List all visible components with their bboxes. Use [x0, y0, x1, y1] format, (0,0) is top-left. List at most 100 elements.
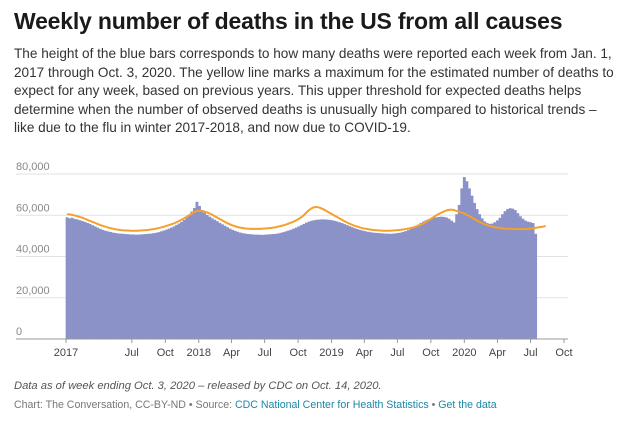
weekly-deaths-bar [218, 222, 222, 339]
weekly-deaths-bar [251, 234, 255, 339]
weekly-deaths-bar [401, 231, 405, 339]
weekly-deaths-bar [437, 216, 441, 339]
get-data-link[interactable]: Get the data [438, 399, 497, 411]
weekly-deaths-bar [177, 223, 181, 339]
weekly-deaths-bar [389, 233, 392, 339]
weekly-deaths-bar [394, 233, 398, 339]
weekly-deaths-bar [427, 219, 431, 339]
weekly-deaths-bar [200, 210, 204, 339]
weekly-deaths-bar [521, 218, 525, 339]
weekly-deaths-bar [170, 227, 173, 339]
weekly-deaths-bar [111, 232, 115, 339]
weekly-deaths-bar [126, 234, 130, 339]
weekly-deaths-bar [422, 221, 426, 339]
x-tick-label: Oct [157, 347, 174, 359]
x-tick-label: Jul [125, 347, 139, 359]
weekly-deaths-bar [516, 213, 520, 339]
weekly-deaths-bar [208, 216, 212, 339]
weekly-deaths-bar [294, 227, 298, 339]
y-tick-label: 0 [16, 326, 22, 338]
weekly-deaths-bar [429, 218, 433, 339]
weekly-deaths-bar [513, 210, 517, 339]
weekly-deaths-bar [78, 220, 82, 339]
weekly-deaths-bar [116, 233, 120, 339]
weekly-deaths-bar [317, 219, 321, 339]
weekly-deaths-bar [503, 211, 507, 340]
weekly-deaths-bar [88, 223, 92, 339]
weekly-deaths-bar [231, 229, 235, 339]
weekly-deaths-bar [114, 232, 117, 339]
source-link[interactable]: CDC National Center for Health Statistic… [234, 399, 429, 411]
weekly-deaths-bar [215, 221, 219, 339]
weekly-deaths-bar [495, 220, 499, 339]
weekly-deaths-bar [192, 208, 196, 339]
weekly-deaths-bar [343, 224, 347, 339]
x-tick-label: Jul [390, 347, 404, 359]
weekly-deaths-bar [182, 219, 186, 339]
weekly-deaths-bar [455, 214, 459, 339]
weekly-deaths-bar [305, 222, 308, 339]
weekly-deaths-bar [485, 223, 489, 339]
weekly-deaths-bar [269, 234, 273, 339]
weekly-deaths-bar [345, 225, 349, 339]
weekly-deaths-bar [129, 234, 133, 339]
weekly-deaths-bar [355, 229, 359, 339]
weekly-deaths-bar [470, 195, 474, 339]
x-tick-label: 2018 [187, 347, 211, 359]
weekly-deaths-bar [289, 229, 293, 339]
weekly-deaths-bar [399, 232, 403, 339]
weekly-deaths-bar [299, 225, 303, 339]
weekly-deaths-bar [254, 234, 257, 339]
weekly-deaths-bar [121, 233, 125, 339]
weekly-deaths-bar [246, 234, 250, 339]
weekly-deaths-bar [185, 217, 189, 339]
x-tick-label: Apr [223, 347, 240, 359]
weekly-deaths-bar [70, 217, 74, 339]
weekly-deaths-bar [508, 208, 512, 339]
weekly-deaths-bar [406, 230, 410, 339]
weekly-deaths-bar [259, 234, 263, 339]
weekly-deaths-bar [307, 221, 311, 339]
weekly-deaths-bar [447, 218, 451, 339]
credit-separator: • [428, 399, 439, 411]
weekly-deaths-bar [144, 234, 148, 339]
weekly-deaths-bar [419, 222, 423, 339]
weekly-deaths-bar [376, 232, 380, 339]
weekly-deaths-bar [282, 232, 285, 339]
weekly-deaths-bar [353, 228, 357, 339]
weekly-deaths-bar [452, 222, 456, 339]
chart-credit: Chart: The Conversation, CC-BY-ND • Sour… [14, 399, 497, 411]
weekly-deaths-bar [320, 219, 324, 340]
weekly-deaths-bar [124, 234, 128, 339]
weekly-deaths-bar [101, 229, 105, 339]
weekly-deaths-bar [442, 216, 446, 339]
weekly-deaths-bar [103, 230, 107, 339]
weekly-deaths-bar [236, 231, 240, 339]
weekly-deaths-bar [203, 212, 207, 339]
weekly-deaths-bar [483, 221, 487, 339]
weekly-deaths-bar [404, 231, 408, 339]
weekly-deaths-bar [434, 217, 438, 339]
weekly-deaths-bar [205, 214, 209, 339]
weekly-deaths-bar [335, 221, 339, 339]
x-tick-label: 2019 [319, 347, 343, 359]
weekly-deaths-bar [363, 231, 367, 339]
weekly-deaths-bar [233, 230, 237, 339]
weekly-deaths-bar [274, 233, 278, 339]
weekly-deaths-bar [315, 219, 319, 339]
x-tick-label: 2017 [54, 347, 78, 359]
weekly-deaths-bar [157, 232, 161, 339]
weekly-deaths-bar [386, 233, 390, 339]
weekly-deaths-bar [414, 226, 418, 339]
weekly-deaths-bar [96, 227, 100, 339]
weekly-deaths-bar [271, 234, 275, 339]
weekly-deaths-chart: 0 20,000 40,000 60,000 80,000 2017 Jul Oct 2018… [16, 161, 573, 359]
weekly-deaths-bar [417, 224, 420, 339]
weekly-deaths-bar [180, 221, 184, 339]
y-tick-label: 40,000 [16, 244, 50, 256]
weekly-deaths-bar [241, 233, 245, 339]
x-tick-label: Apr [489, 347, 506, 359]
weekly-deaths-bar [152, 233, 156, 339]
y-tick-label: 60,000 [16, 202, 50, 214]
weekly-deaths-bar [68, 218, 72, 339]
